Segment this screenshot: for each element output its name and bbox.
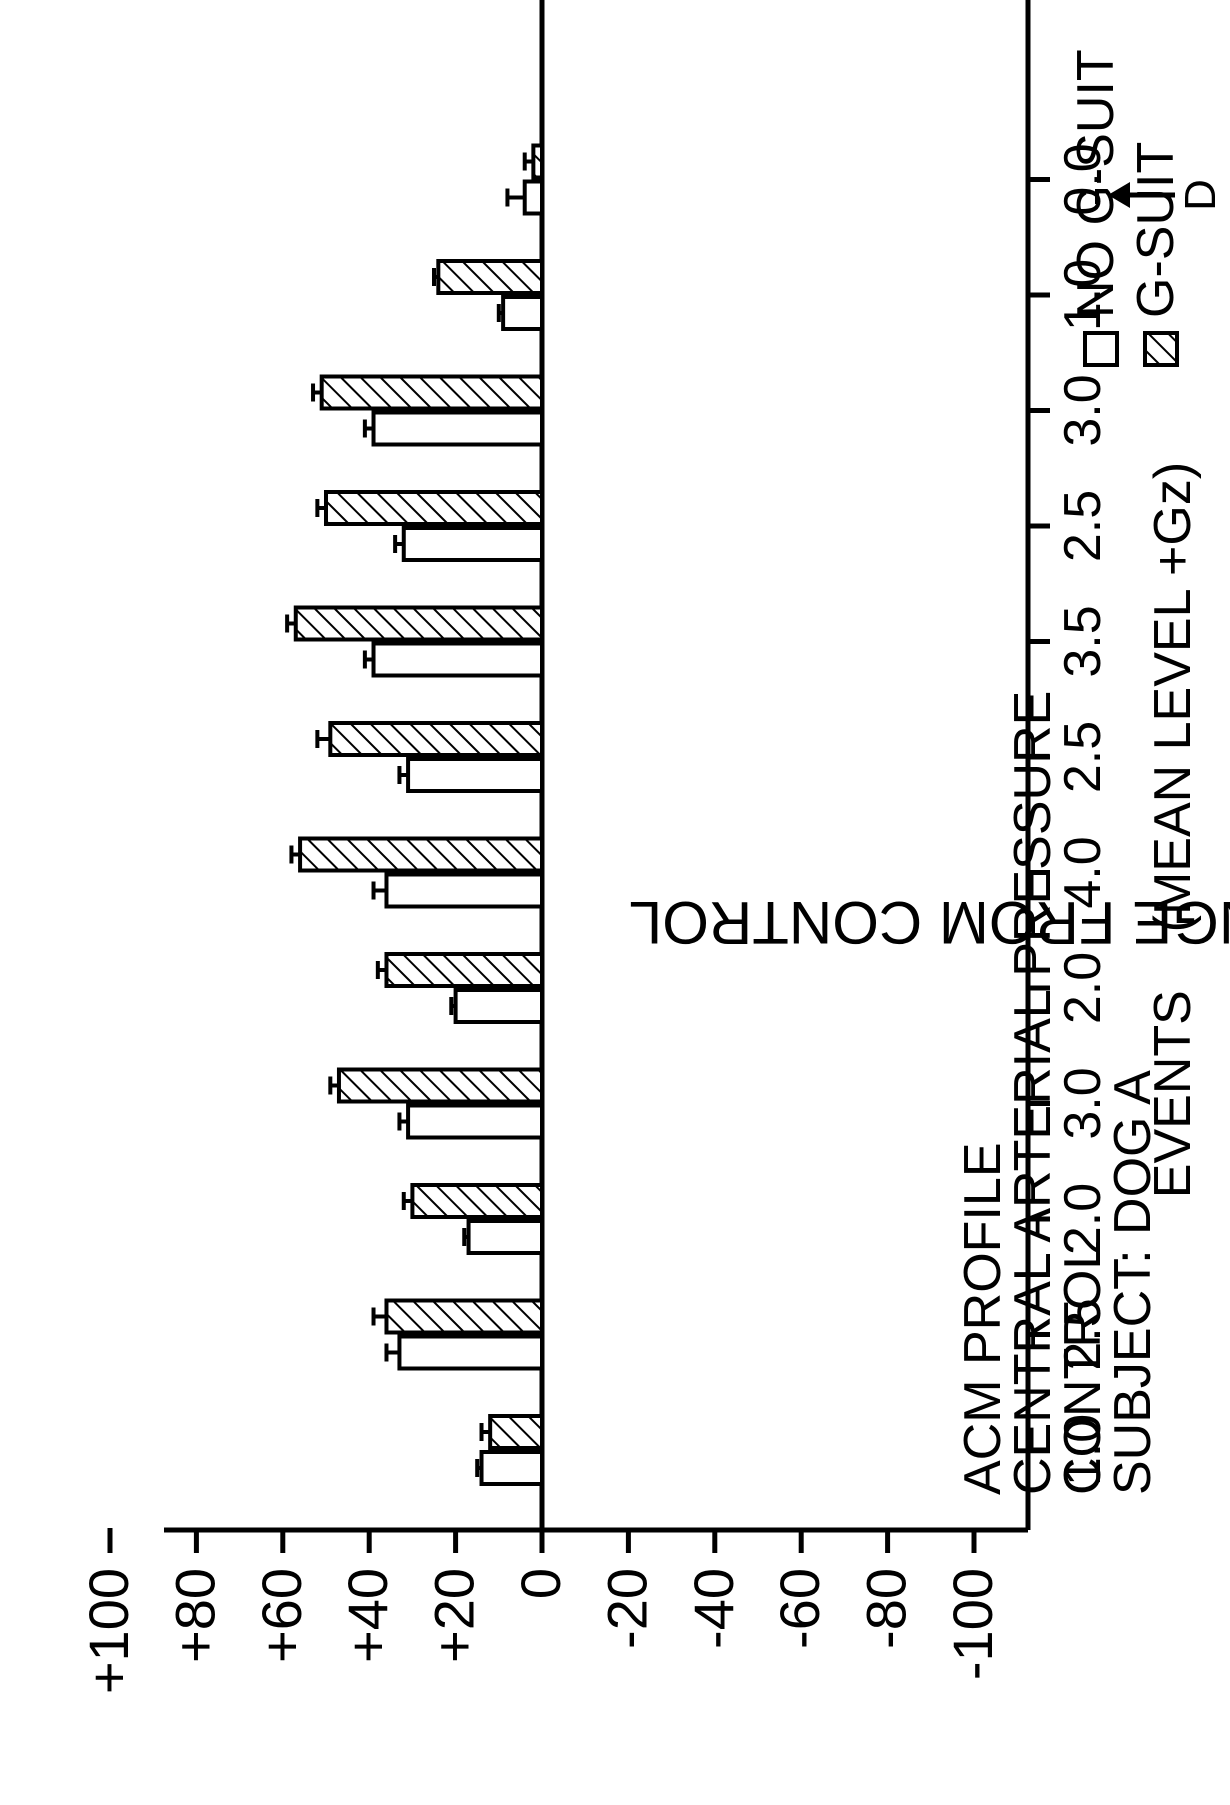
y-axis-label: PERCENT CHANGE FROM CONTROL: [629, 889, 1230, 956]
x-ticks: 1.0 2.5 2.0 3.0 2.0 4.0 2.5 3.5 2.5 3.0 1.0 0.0: [1026, 143, 1112, 1486]
x-tick-label-4: 2.0: [1054, 952, 1112, 1024]
title-block: ACM PROFILE CENTRAL ARTERIAL PRESSURE CO…: [954, 691, 1162, 1495]
legend-label-no-g-suit: NO G-SUIT: [1067, 49, 1125, 318]
bar-no-g-suit-3: [406, 1103, 544, 1140]
bar-g-suit-11: [531, 143, 544, 180]
chart-title-line-4: SUBJECT: DOG A: [1104, 1070, 1162, 1495]
y-tick-label-6: -20: [595, 1568, 658, 1649]
bar-g-suit-0: [488, 1414, 545, 1450]
x-tick-label-6: 2.5: [1054, 721, 1112, 793]
y-tick-label-9: -80: [855, 1568, 918, 1649]
bar-g-suit-9: [319, 374, 544, 411]
chart-title-line-1: ACM PROFILE: [954, 1143, 1012, 1496]
legend: NO G-SUIT G-SUIT: [1067, 49, 1185, 367]
bar-no-g-suit-6: [406, 757, 544, 793]
bar-no-g-suit-7: [371, 641, 544, 678]
bar-g-suit-8: [324, 490, 544, 526]
x-tick-label-11: 0.0: [1054, 143, 1112, 215]
y-tick-label-0: +100: [77, 1568, 140, 1694]
chart-title-line-3: CONTROL: [1054, 1241, 1112, 1495]
x-axis-label: EVENTS (MEAN LEVEL +Gz): [1144, 462, 1202, 1198]
x-tick-label-3: 3.0: [1054, 1067, 1112, 1139]
event-arrow: D: [1108, 179, 1225, 211]
x-tick-label-7: 3.5: [1054, 605, 1112, 677]
bar-no-g-suit-9: [371, 410, 544, 447]
y-tick-label-1: +80: [163, 1568, 226, 1663]
bar-no-g-suit-11: [522, 179, 544, 216]
event-arrow-label: D: [1176, 179, 1225, 211]
bar-g-suit-2: [410, 1183, 544, 1219]
bar-no-g-suit-1: [397, 1334, 544, 1371]
x-tick-label-9: 3.0: [1054, 374, 1112, 446]
bar-no-g-suit-2: [466, 1219, 544, 1255]
bar-g-suit-1: [384, 1298, 545, 1335]
x-tick-label-2: 2.0: [1054, 1183, 1112, 1255]
y-tick-label-8: -60: [768, 1568, 831, 1649]
chart-title-line-2: CENTRAL ARTERIAL PRESSURE: [1004, 691, 1062, 1495]
event-arrow-head: [1108, 182, 1130, 208]
y-tick-label-2: +60: [250, 1568, 313, 1663]
bars: [285, 143, 545, 1486]
y-ticks: +100 +80 +60 +40 +20 0 -20 -40 -60 -80 -100: [77, 1528, 1004, 1694]
y-tick-label-5: 0: [509, 1568, 572, 1599]
bar-g-suit-3: [336, 1067, 544, 1104]
x-tick-label-0: 1.0: [1054, 1414, 1112, 1486]
x-tick-label-5: 4.0: [1054, 836, 1112, 908]
legend-label-g-suit: G-SUIT: [1127, 142, 1185, 318]
bar-no-g-suit-10: [501, 295, 544, 331]
x-tick-label-8: 2.5: [1054, 490, 1112, 562]
bar-no-g-suit-4: [453, 988, 545, 1024]
bar-g-suit-10: [436, 259, 545, 295]
bar-g-suit-6: [328, 721, 544, 757]
legend-swatch-g-suit: [1143, 331, 1179, 367]
legend-swatch-no-g-suit: [1083, 331, 1119, 367]
bar-g-suit-7: [293, 605, 545, 642]
y-tick-label-4: +20: [423, 1568, 486, 1663]
bar-g-suit-5: [298, 836, 544, 873]
bar-no-g-suit-0: [479, 1450, 544, 1486]
y-tick-label-3: +40: [336, 1568, 399, 1663]
x-tick-label-1: 2.5: [1054, 1298, 1112, 1370]
bar-no-g-suit-8: [401, 526, 545, 562]
y-tick-label-10: -100: [941, 1568, 1004, 1680]
bar-g-suit-4: [384, 952, 545, 988]
bar-no-g-suit-5: [384, 872, 545, 909]
y-tick-label-7: -40: [682, 1568, 745, 1649]
x-tick-label-10: 1.0: [1054, 259, 1112, 331]
